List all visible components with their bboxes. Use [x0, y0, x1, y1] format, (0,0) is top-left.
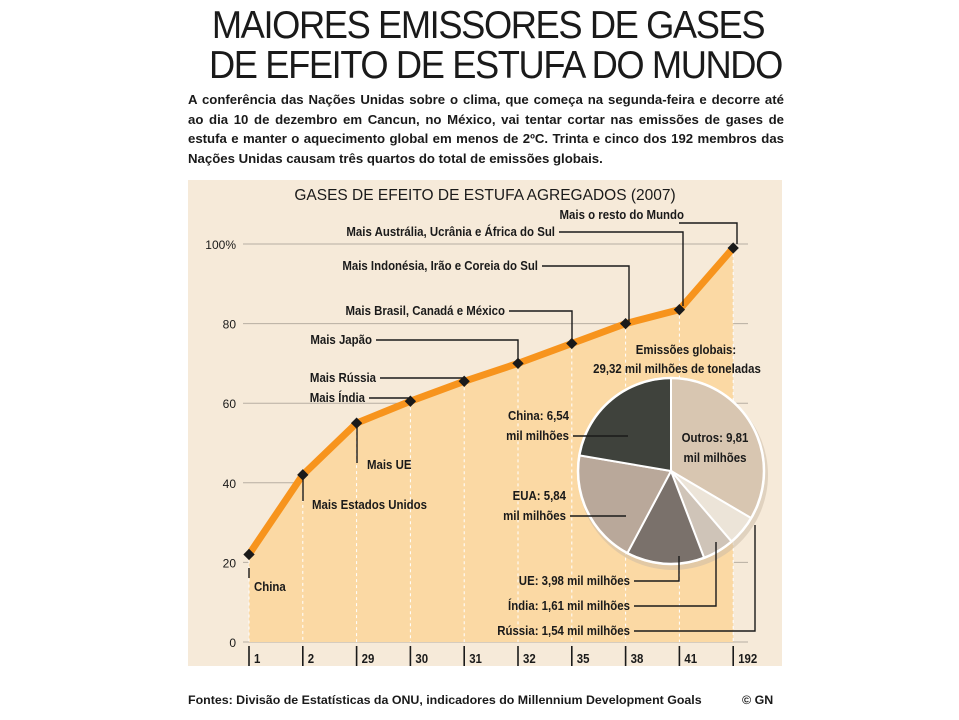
- annotation-label: Mais Austrália, Ucrânia e África do Sul: [346, 223, 555, 239]
- annotation-leader: [542, 265, 630, 322]
- pie-label: UE: 3,98 mil milhões: [519, 573, 630, 588]
- sources-footer: Fontes: Divisão de Estatísticas da ONU, …: [188, 693, 702, 707]
- x-tick-label: 2: [308, 651, 315, 666]
- data-point: [673, 304, 686, 316]
- annotation-label: Mais Estados Unidos: [312, 497, 427, 512]
- pie-label: Outros: 9,81: [682, 430, 749, 445]
- pie-label: mil milhões: [506, 428, 569, 443]
- annotation-label: Mais Japão: [310, 332, 372, 347]
- annotation-label: Mais Rússia: [310, 370, 376, 385]
- annotation-leader: [376, 339, 519, 360]
- annotation-label: Mais Brasil, Canadá e México: [346, 303, 505, 318]
- annotation-label: China: [254, 579, 286, 594]
- annotation-leader: [679, 222, 738, 244]
- chart-panel: GASES DE EFEITO DE ESTUFA AGREGADOS (200…: [188, 180, 782, 666]
- pie-leader: [634, 556, 680, 582]
- annotation-label: Mais o resto do Mundo: [560, 207, 684, 222]
- x-tick-label: 32: [523, 651, 536, 666]
- page-title: MAIORES EMISSORES DE GASES DE EFEITO DE …: [209, 4, 783, 87]
- x-tick-label: 29: [362, 651, 375, 666]
- pie-label: EUA: 5,84: [513, 488, 567, 503]
- x-tick-label: 1: [254, 651, 261, 666]
- pie-label: Rússia: 1,54 mil milhões: [497, 623, 630, 638]
- y-tick-label: 80: [223, 318, 237, 332]
- series-line: [245, 244, 737, 558]
- annotation-leader: [509, 310, 573, 342]
- x-tick-label: 35: [577, 651, 590, 666]
- x-tick-label: 30: [415, 651, 428, 666]
- y-tick-label: 0: [229, 636, 236, 650]
- y-tick-label: 100%: [205, 238, 236, 252]
- annotation-label: Mais Indonésia, Irão e Coreia do Sul: [342, 258, 538, 273]
- pie-label: mil milhões: [503, 508, 566, 523]
- pie-label: mil milhões: [684, 450, 747, 465]
- chart-title: GASES DE EFEITO DE ESTUFA AGREGADOS (200…: [294, 187, 675, 204]
- annotation-leader: [369, 397, 412, 404]
- x-tick-label: 192: [738, 651, 757, 666]
- y-tick-label: 40: [223, 477, 237, 491]
- title-line-2: DE EFEITO DE ESTUFA DO MUNDO: [209, 44, 783, 87]
- credit-label: © GN: [742, 693, 774, 707]
- annotation-label: Mais Índia: [310, 389, 365, 405]
- chart-svg: GASES DE EFEITO DE ESTUFA AGREGADOS (200…: [205, 187, 768, 666]
- y-tick-label: 60: [223, 397, 237, 411]
- x-tick-label: 38: [631, 651, 644, 666]
- annotation-leader: [559, 231, 684, 306]
- pie-rim: [576, 376, 766, 566]
- x-tick-label: 41: [684, 651, 697, 666]
- intro-paragraph: A conferência das Nações Unidas sobre o …: [188, 92, 784, 166]
- pie-label: China: 6,54: [508, 408, 569, 423]
- pie-title-line: 29,32 mil milhões de toneladas: [593, 361, 761, 376]
- x-tick-label: 31: [469, 651, 482, 666]
- y-tick-label: 20: [223, 556, 237, 570]
- data-point: [512, 357, 524, 370]
- data-point: [297, 469, 309, 481]
- pie-leader: [634, 525, 756, 632]
- annotation-leader: [380, 377, 466, 382]
- annotation-label: Mais UE: [367, 457, 411, 472]
- pie-title-line: Emissões globais:: [636, 342, 736, 357]
- pie-label: Índia: 1,61 mil milhões: [508, 597, 630, 613]
- pie-leader: [634, 542, 717, 607]
- data-point: [566, 337, 578, 350]
- title-line-1: MAIORES EMISSORES DE GASES: [211, 4, 766, 47]
